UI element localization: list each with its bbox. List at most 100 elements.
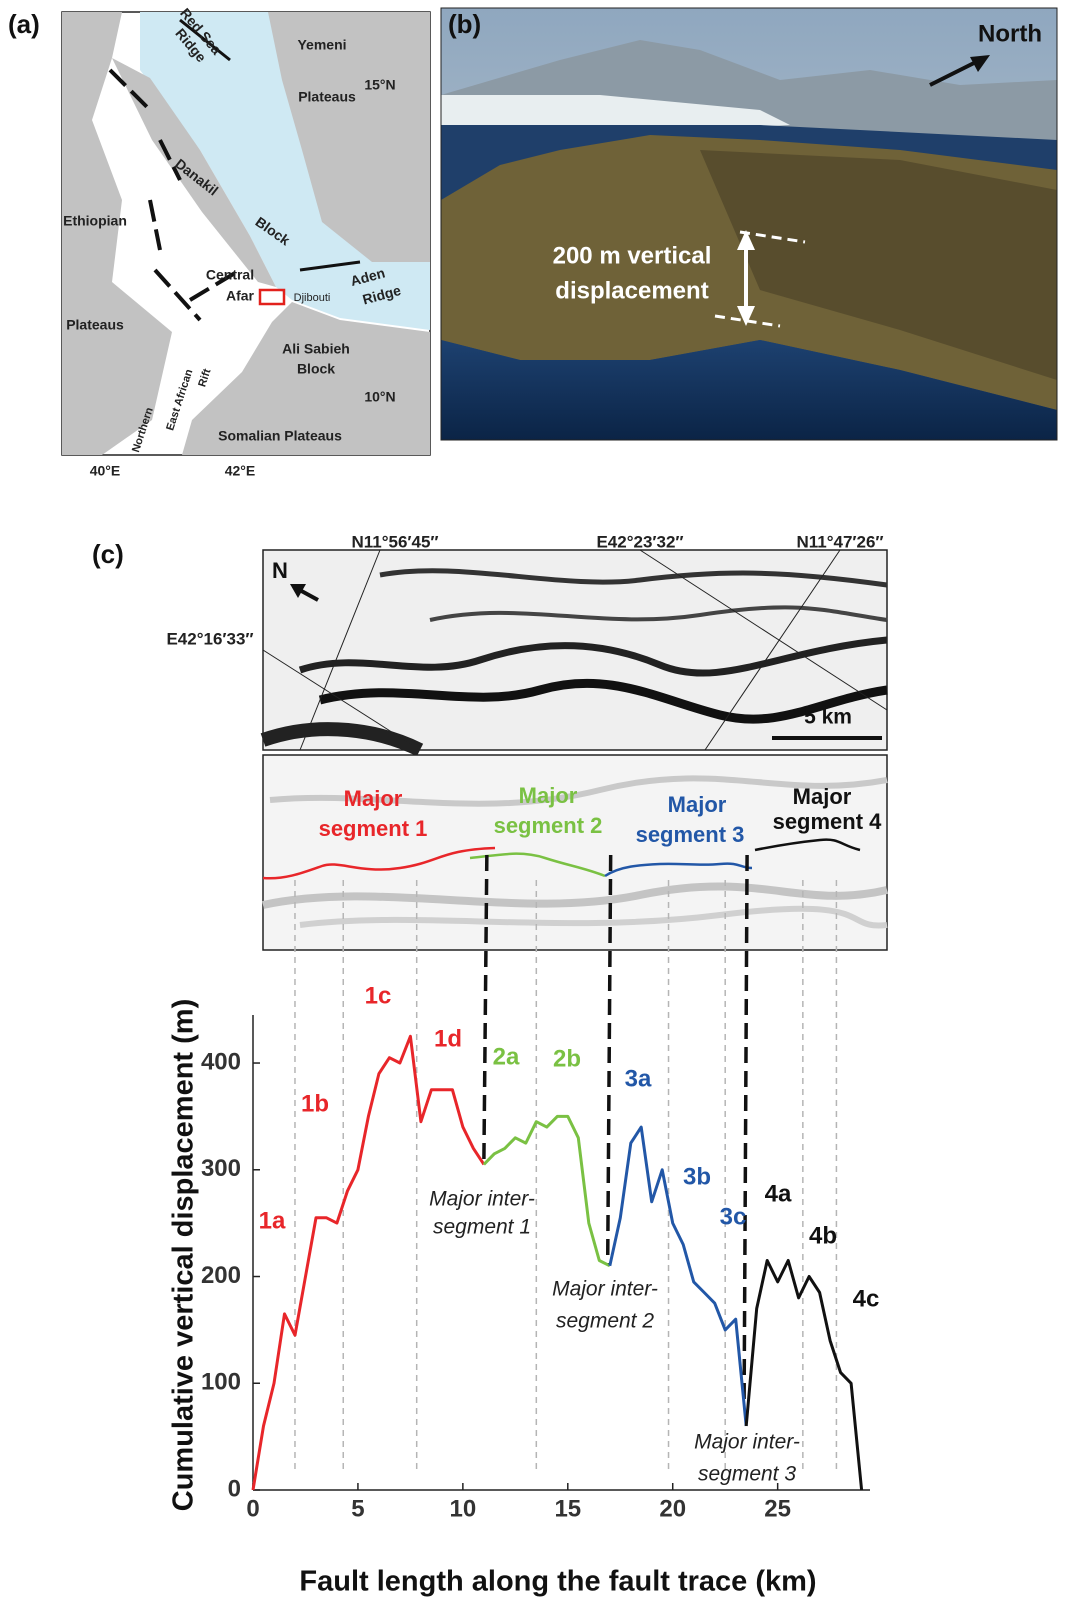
subsegment-label: 1c bbox=[365, 982, 392, 1009]
map-label: Ethiopian bbox=[63, 213, 127, 229]
intersegment-label: Major inter- bbox=[429, 1188, 535, 1211]
coordinate-label: E42°16′33″ bbox=[166, 629, 253, 648]
coordinate-label: N11°47′26″ bbox=[796, 532, 883, 551]
photo-frame bbox=[440, 7, 1058, 441]
segment-label: segment 2 bbox=[494, 813, 603, 838]
arrow-head bbox=[970, 55, 990, 72]
subsegment-label: 1d bbox=[434, 1025, 462, 1052]
map-panel: Red Sea Ridge Yemeni Plateaus 15°N Danak… bbox=[61, 5, 431, 479]
profile-line bbox=[482, 1114, 611, 1268]
study-area-box bbox=[258, 288, 286, 306]
x-tick-label: 5 bbox=[351, 1495, 364, 1522]
north-label: N bbox=[272, 558, 288, 583]
photo-sea bbox=[441, 340, 1057, 440]
x-tick-label: 0 bbox=[246, 1495, 259, 1522]
segment-panel bbox=[262, 754, 888, 951]
segment-trace bbox=[469, 852, 606, 878]
segment-boundary bbox=[742, 854, 749, 1405]
coordinate-label: E42°23′32″ bbox=[596, 532, 683, 551]
coordinate-line bbox=[704, 549, 841, 751]
intersegment-label: segment 3 bbox=[698, 1463, 796, 1486]
ridges bbox=[179, 18, 361, 272]
latitude-label: 10°N bbox=[364, 389, 395, 405]
map-label: Central bbox=[206, 267, 254, 283]
somalian-plateau bbox=[182, 302, 430, 455]
y-axis-label: Cumulative vertical displacement (m) bbox=[168, 999, 200, 1512]
x-tick-label: 25 bbox=[764, 1495, 791, 1522]
coordinate-label: N11°56′45″ bbox=[351, 532, 438, 551]
north-arrow bbox=[929, 59, 979, 87]
segment-trace bbox=[262, 846, 496, 880]
subsegment-label: 3a bbox=[625, 1065, 652, 1092]
danakil-block bbox=[112, 58, 276, 287]
profile-line bbox=[608, 1125, 748, 1427]
relief-shade bbox=[299, 905, 888, 929]
y-tick-label: 400 bbox=[201, 1048, 241, 1075]
panel-label: (a) bbox=[8, 9, 40, 39]
subsegment-label: 2b bbox=[553, 1045, 581, 1072]
subsegment-label: 4c bbox=[853, 1285, 880, 1312]
y-tick-label: 100 bbox=[201, 1369, 241, 1396]
photo-scarp bbox=[700, 150, 1057, 380]
segment-label: Major bbox=[344, 786, 403, 811]
subsegment-label: 2a bbox=[493, 1043, 520, 1070]
photo-lake bbox=[441, 95, 790, 130]
segment-label: segment 1 bbox=[319, 816, 428, 841]
segment-label: segment 4 bbox=[773, 809, 883, 834]
panel-label: (b) bbox=[448, 9, 481, 39]
ethiopian-plateau bbox=[62, 12, 172, 455]
coordinate-line bbox=[262, 649, 421, 751]
fault-scarp bbox=[260, 722, 424, 757]
dashed-marker bbox=[739, 230, 806, 244]
segment-trace bbox=[754, 838, 861, 852]
segment-trace bbox=[604, 862, 753, 878]
longitude-label: 42°E bbox=[225, 463, 256, 479]
panel-label: (c) bbox=[92, 539, 124, 569]
y-tick-label: 200 bbox=[201, 1262, 241, 1289]
scale-label: 5 km bbox=[804, 706, 852, 729]
map-label: Plateaus bbox=[66, 317, 124, 333]
x-axis-label: Fault length along the fault trace (km) bbox=[299, 1566, 816, 1598]
yemen bbox=[268, 12, 430, 262]
profile-line bbox=[251, 1034, 486, 1491]
map-label: Afar bbox=[226, 288, 255, 304]
photo-label: 200 m vertical bbox=[553, 242, 712, 269]
segment-label: Major bbox=[668, 792, 727, 817]
intersegment-label: Major inter- bbox=[694, 1431, 800, 1454]
longitude-label: 40°E bbox=[90, 463, 121, 479]
fault-scarp bbox=[379, 568, 888, 588]
photo-panel: 200 m vertical displacement North bbox=[441, 8, 1057, 440]
y-tick-label: 300 bbox=[201, 1155, 241, 1182]
segment-label: segment 3 bbox=[636, 822, 745, 847]
map-label: Block bbox=[297, 361, 335, 377]
x-tick-label: 15 bbox=[554, 1495, 581, 1522]
arrow-head bbox=[737, 306, 755, 326]
latitude-label: 15°N bbox=[364, 77, 395, 93]
map-label: Yemeni bbox=[297, 37, 346, 53]
map-label: Rift bbox=[196, 367, 213, 388]
photo-label: displacement bbox=[555, 277, 708, 304]
segment-label: Major bbox=[793, 784, 852, 809]
x-tick-label: 20 bbox=[659, 1495, 686, 1522]
subsegment-label: 1b bbox=[301, 1090, 329, 1117]
arrow-head bbox=[737, 230, 755, 250]
coordinate-line bbox=[639, 549, 888, 711]
intersegment-label: segment 1 bbox=[433, 1216, 531, 1239]
map-label: Somalian Plateaus bbox=[218, 428, 342, 444]
subsegment-label: 4b bbox=[809, 1222, 837, 1249]
y-tick-label: 0 bbox=[228, 1475, 241, 1502]
segment-label: Major bbox=[519, 783, 578, 808]
fault-scarp bbox=[298, 636, 888, 677]
relief-shade bbox=[269, 775, 888, 807]
dem-panel: N 5 km bbox=[260, 549, 888, 757]
arrow-head bbox=[290, 584, 306, 598]
profile-line bbox=[744, 1259, 864, 1491]
relief-shade bbox=[262, 882, 888, 909]
intersegment-label: Major inter- bbox=[552, 1278, 658, 1301]
coordinate-line bbox=[299, 549, 381, 751]
fault-scarp bbox=[429, 605, 888, 622]
x-tick-label: 10 bbox=[450, 1495, 477, 1522]
subsegment-label: 3b bbox=[683, 1163, 711, 1190]
map-label: Ali Sabieh bbox=[282, 341, 350, 357]
